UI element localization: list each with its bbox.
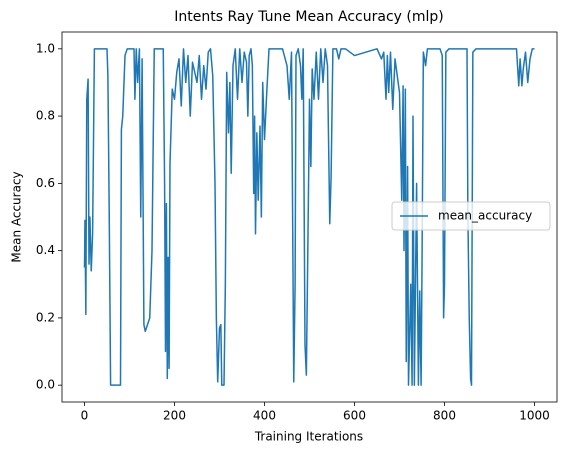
line-series <box>83 48 535 386</box>
x-tick-label: 200 <box>163 409 186 423</box>
y-tick-label: 0.0 <box>36 378 55 392</box>
y-tick-label: 0.2 <box>36 310 55 324</box>
y-tick-label: 0.6 <box>36 176 55 190</box>
y-tick-label: 0.4 <box>36 243 55 257</box>
x-tick-label: 1000 <box>519 409 550 423</box>
y-tick-label: 1.0 <box>36 41 55 55</box>
legend-box <box>391 201 551 231</box>
x-tick-label: 0 <box>81 409 89 423</box>
x-tick-label: 800 <box>433 409 456 423</box>
legend-label: mean_accuracy <box>438 209 532 223</box>
axes-frame <box>61 31 558 403</box>
x-tick-label: 600 <box>343 409 366 423</box>
y-axis-label: Mean Accuracy <box>10 171 24 262</box>
chart-title: Intents Ray Tune Mean Accuracy (mlp) <box>174 9 443 25</box>
x-axis-label: Training Iterations <box>254 430 363 444</box>
y-tick-label: 0.8 <box>36 109 55 123</box>
x-tick-label: 400 <box>253 409 276 423</box>
